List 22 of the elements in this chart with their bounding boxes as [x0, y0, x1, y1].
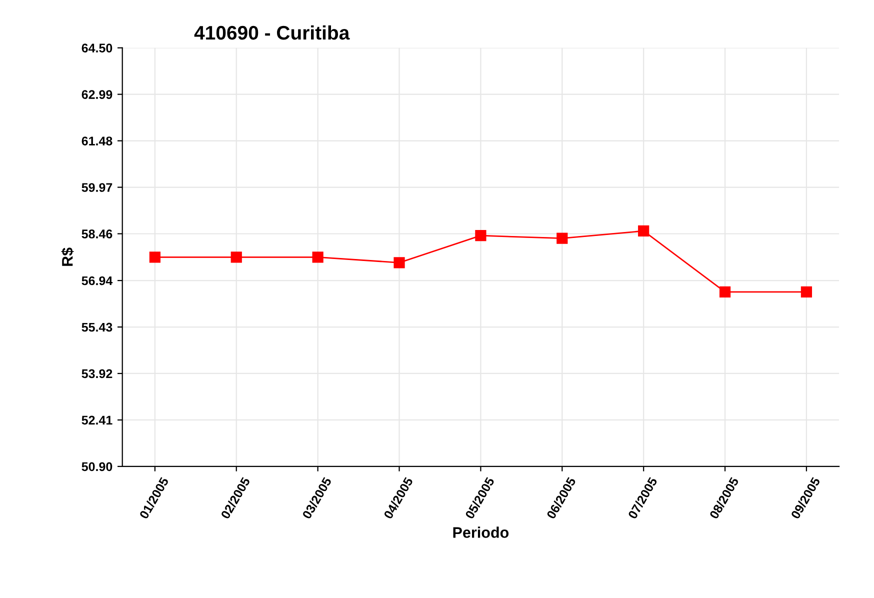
point — [230, 252, 242, 263]
y-tick-label: 64.50 — [82, 44, 112, 52]
y-tick-label: 53.92 — [82, 369, 112, 378]
chart-title: 410690 - Curitiba — [194, 25, 350, 40]
y-tick-label: 62.99 — [82, 90, 112, 99]
y-axis-title: R$ — [61, 248, 74, 266]
y-tick-label: 50.90 — [82, 462, 112, 472]
point — [312, 252, 324, 263]
y-tick-label: 56.94 — [82, 276, 113, 286]
point — [475, 230, 486, 242]
y-tick-label: 58.46 — [82, 230, 112, 238]
y-tick-label: 55.43 — [82, 322, 112, 332]
point — [638, 225, 650, 237]
y-tick-label: 52.41 — [82, 416, 112, 425]
y-tick-label: 59.97 — [82, 183, 112, 192]
point — [394, 257, 405, 268]
point — [149, 252, 160, 263]
point — [719, 286, 731, 298]
y-tick-label: 61.48 — [82, 136, 112, 146]
x-axis-title: Periodo — [453, 526, 509, 538]
point — [800, 286, 812, 298]
point — [556, 232, 568, 244]
